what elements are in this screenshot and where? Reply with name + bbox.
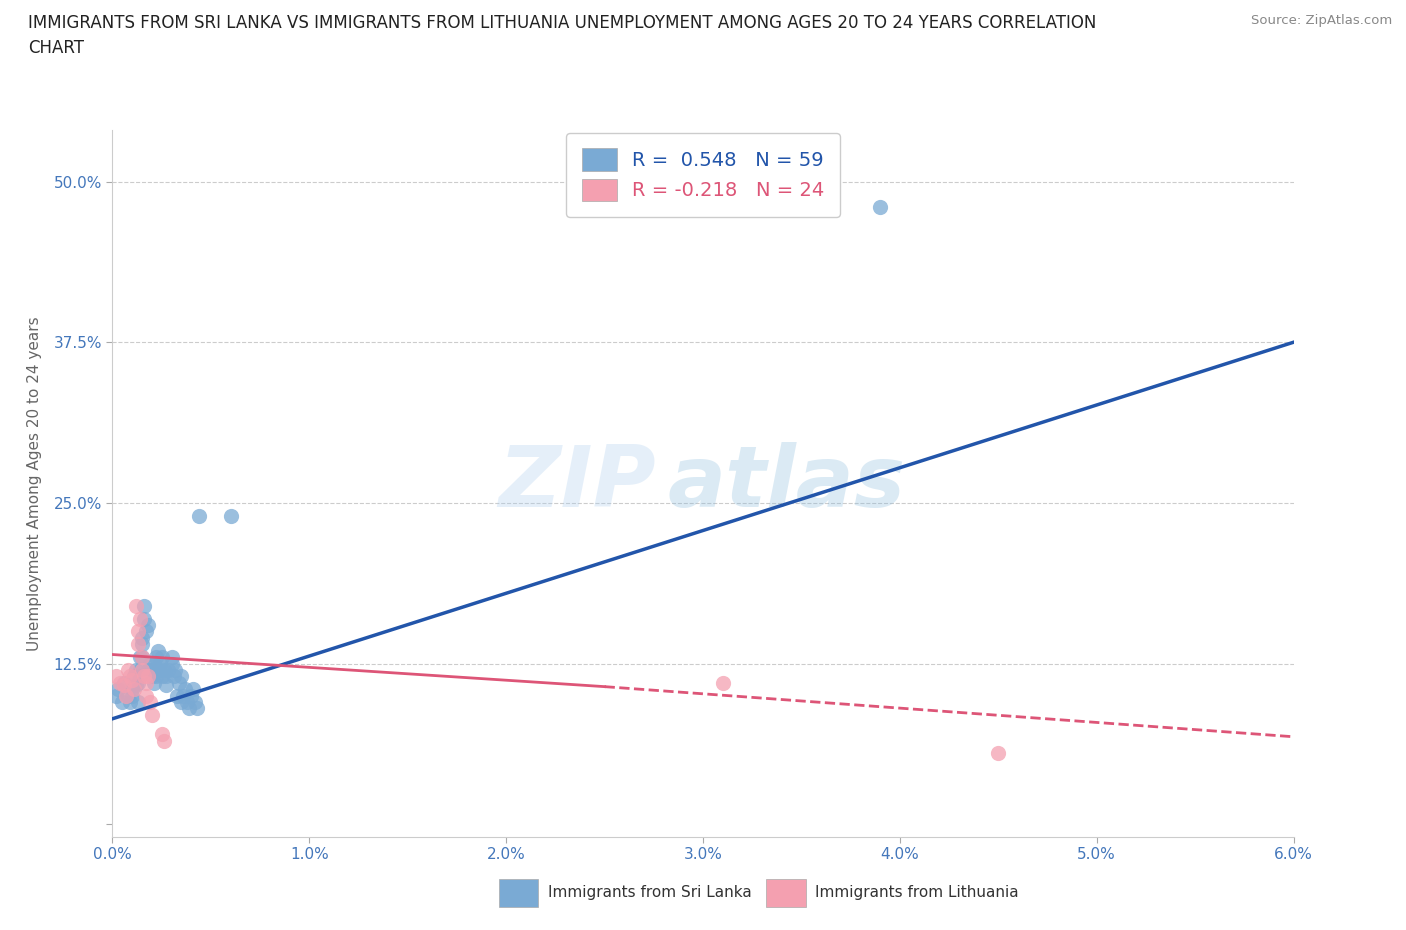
Point bbox=[160, 650, 183, 665]
Point bbox=[112, 678, 135, 693]
Point bbox=[139, 695, 162, 710]
Point bbox=[145, 650, 167, 665]
Point bbox=[146, 662, 169, 677]
Point bbox=[142, 656, 165, 671]
Point bbox=[172, 688, 194, 703]
Point bbox=[869, 200, 891, 215]
Text: IMMIGRANTS FROM SRI LANKA VS IMMIGRANTS FROM LITHUANIA UNEMPLOYMENT AMONG AGES 2: IMMIGRANTS FROM SRI LANKA VS IMMIGRANTS … bbox=[28, 14, 1097, 32]
Point bbox=[166, 688, 188, 703]
Point bbox=[132, 611, 155, 626]
Point bbox=[155, 669, 177, 684]
Point bbox=[186, 701, 208, 716]
Point bbox=[121, 672, 143, 687]
Point bbox=[127, 695, 149, 710]
Text: CHART: CHART bbox=[28, 39, 84, 57]
Point bbox=[129, 611, 152, 626]
Point bbox=[145, 669, 167, 684]
Point bbox=[150, 650, 173, 665]
Point bbox=[121, 688, 143, 703]
Point bbox=[162, 669, 184, 684]
Point bbox=[131, 637, 153, 652]
Point bbox=[176, 695, 198, 710]
Point bbox=[152, 733, 174, 748]
Point bbox=[188, 509, 211, 524]
Text: ZIP: ZIP bbox=[498, 442, 655, 525]
Text: Source: ZipAtlas.com: Source: ZipAtlas.com bbox=[1251, 14, 1392, 27]
Point bbox=[135, 624, 157, 639]
Point bbox=[146, 644, 169, 658]
Text: Immigrants from Lithuania: Immigrants from Lithuania bbox=[815, 885, 1019, 900]
Point bbox=[170, 695, 193, 710]
Point bbox=[129, 650, 152, 665]
Point bbox=[219, 509, 242, 524]
Point bbox=[711, 675, 734, 690]
Point bbox=[165, 662, 187, 677]
Point bbox=[110, 675, 132, 690]
Point bbox=[122, 682, 145, 697]
Point bbox=[122, 669, 145, 684]
Point bbox=[107, 682, 129, 697]
Point bbox=[121, 682, 143, 697]
Point bbox=[129, 669, 152, 684]
Point bbox=[125, 598, 148, 613]
Point bbox=[160, 656, 183, 671]
Text: Immigrants from Sri Lanka: Immigrants from Sri Lanka bbox=[548, 885, 752, 900]
Legend: R =  0.548   N = 59, R = -0.218   N = 24: R = 0.548 N = 59, R = -0.218 N = 24 bbox=[567, 133, 839, 217]
Point bbox=[135, 675, 157, 690]
Point bbox=[117, 662, 139, 677]
Point bbox=[120, 695, 142, 710]
Point bbox=[127, 637, 149, 652]
Text: atlas: atlas bbox=[668, 442, 905, 525]
Point bbox=[105, 688, 128, 703]
Point bbox=[156, 662, 179, 677]
Point bbox=[139, 656, 162, 671]
Point bbox=[125, 678, 148, 693]
Point bbox=[141, 662, 163, 677]
Point bbox=[136, 669, 159, 684]
Point bbox=[180, 688, 202, 703]
Y-axis label: Unemployment Among Ages 20 to 24 years: Unemployment Among Ages 20 to 24 years bbox=[28, 316, 42, 651]
Point bbox=[155, 678, 177, 693]
Point bbox=[150, 726, 173, 741]
Point bbox=[120, 669, 142, 684]
Point bbox=[135, 688, 157, 703]
Point bbox=[112, 675, 135, 690]
Point bbox=[136, 618, 159, 632]
Point bbox=[174, 682, 197, 697]
Point bbox=[184, 695, 207, 710]
Point bbox=[117, 688, 139, 703]
Point bbox=[132, 598, 155, 613]
Point bbox=[142, 675, 165, 690]
Point bbox=[131, 650, 153, 665]
Point bbox=[169, 675, 191, 690]
Point bbox=[127, 675, 149, 690]
Point bbox=[141, 708, 163, 723]
Point bbox=[131, 662, 153, 677]
Point bbox=[149, 656, 172, 671]
Point bbox=[111, 695, 134, 710]
Point bbox=[131, 631, 153, 645]
Point bbox=[136, 662, 159, 677]
Point bbox=[129, 662, 152, 677]
Point bbox=[141, 669, 163, 684]
Point bbox=[132, 669, 155, 684]
Point bbox=[987, 746, 1010, 761]
Point bbox=[105, 669, 128, 684]
Point bbox=[125, 662, 148, 677]
Point bbox=[170, 669, 193, 684]
Point bbox=[150, 669, 173, 684]
Point bbox=[115, 688, 138, 703]
Point bbox=[152, 662, 174, 677]
Point bbox=[179, 701, 201, 716]
Point bbox=[127, 624, 149, 639]
Point bbox=[181, 682, 204, 697]
Point bbox=[131, 650, 153, 665]
